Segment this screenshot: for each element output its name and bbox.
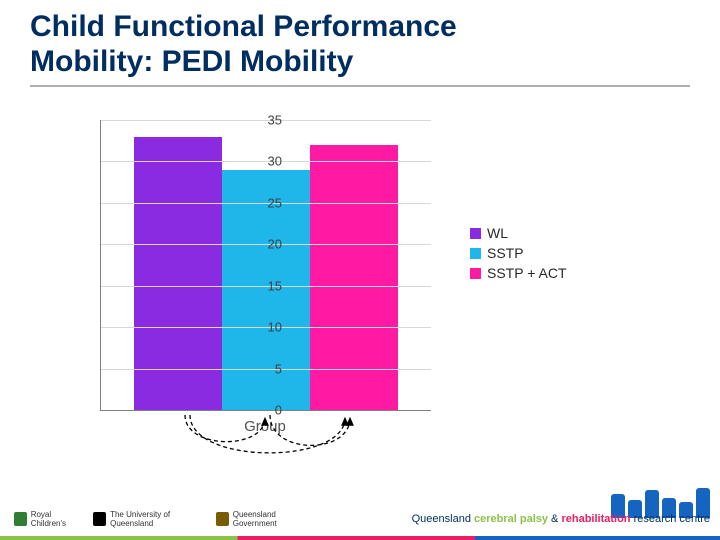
title-line2: Mobility: PEDI Mobility [30,45,690,80]
logo-label: The University of Queensland [110,510,206,528]
footer-caption-prefix: Queensland [412,513,474,525]
legend-swatch-icon [470,248,481,259]
footer-caption-hl1: cerebral palsy [474,513,548,525]
footer-right: Queensland cerebral palsy & rehabilitati… [314,513,720,525]
y-tick-label: 25 [252,195,282,210]
legend-item: SSTP + ACT [470,265,567,281]
footer-caption: Queensland cerebral palsy & rehabilitati… [412,513,710,525]
bar-sstp-act [310,145,398,410]
title-line1: Child Functional Performance [30,10,690,45]
footer-logo: The University of Queensland [93,510,206,528]
legend-label: SSTP + ACT [487,265,567,281]
footer: Royal Children's The University of Queens… [0,498,720,540]
y-tick-label: 35 [252,113,282,128]
y-tick-label: 5 [252,361,282,376]
footer-logo: Queensland Government [216,510,314,528]
footer-logos: Royal Children's The University of Queens… [0,510,314,528]
legend-item: SSTP [470,245,567,261]
y-tick-label: 30 [252,154,282,169]
slide: Child Functional Performance Mobility: P… [0,0,720,540]
y-tick-label: 0 [252,403,282,418]
legend-label: WL [487,225,508,241]
footer-color-bar [0,536,720,540]
bar-chart: Group WLSSTPSSTP + ACT 05101520253035 [60,120,620,450]
footer-caption-suffix: research centre [631,513,710,525]
logo-label: Queensland Government [233,510,314,528]
footer-caption-hl2: rehabilitation [561,513,630,525]
logo-icon [216,512,229,526]
footer-caption-amp: & [548,513,561,525]
slide-title: Child Functional Performance Mobility: P… [30,10,690,79]
legend-label: SSTP [487,245,524,261]
title-underline [30,85,690,87]
legend-swatch-icon [470,268,481,279]
y-tick-label: 20 [252,237,282,252]
logo-icon [14,512,27,526]
logo-icon [93,512,106,526]
footer-logo: Royal Children's [14,510,83,528]
legend: WL SSTP SSTP + ACT [470,225,567,285]
legend-item: WL [470,225,567,241]
y-tick-label: 15 [252,278,282,293]
logo-label: Royal Children's [31,510,84,528]
annotation-arrows [100,410,430,470]
y-tick-label: 10 [252,320,282,335]
legend-swatch-icon [470,228,481,239]
